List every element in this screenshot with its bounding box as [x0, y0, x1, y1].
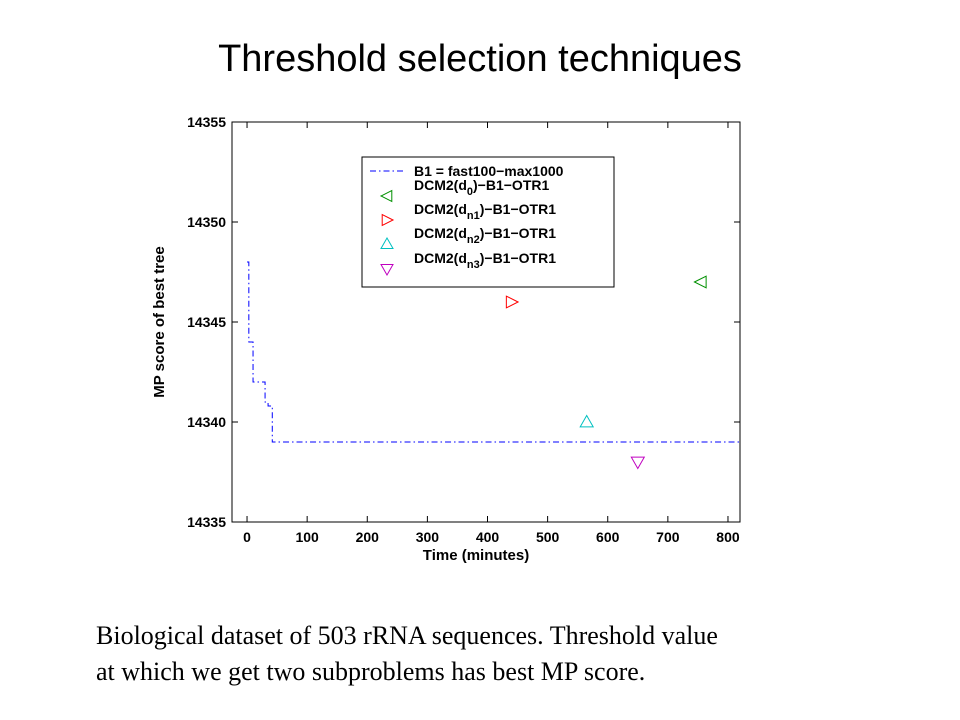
- legend-marker-1: [381, 213, 395, 227]
- y-axis-label: MP score of best tree: [151, 246, 168, 397]
- y-tick-label-14335: 14335: [187, 514, 226, 530]
- legend-marker-0: [379, 189, 393, 203]
- x-tick-label-300: 300: [416, 529, 440, 545]
- y-tick-label-14350: 14350: [187, 214, 226, 230]
- x-tick-label-500: 500: [536, 529, 560, 545]
- y-tick-label-14355: 14355: [187, 114, 226, 130]
- x-tick-label-700: 700: [656, 529, 680, 545]
- slide-caption: Biological dataset of 503 rRNA sequences…: [96, 618, 896, 690]
- y-tick-label-14345: 14345: [187, 314, 226, 330]
- marker-point-1: [505, 295, 520, 309]
- marker-point-0: [693, 275, 707, 289]
- legend-label-1: DCM2(dn1)−B1−OTR1: [414, 201, 556, 222]
- legend-marker-3: [380, 264, 394, 277]
- x-tick-label-600: 600: [596, 529, 620, 545]
- legend-label-2: DCM2(dn2)−B1−OTR1: [414, 225, 556, 246]
- mp-score-chart: 0 100 200 300 400 500 600 700 800 14335 14340 14345…: [151, 114, 741, 564]
- legend-marker-2: [380, 236, 394, 249]
- x-tick-label-0: 0: [243, 529, 251, 545]
- legend-box: [361, 156, 615, 288]
- slide-title: Threshold selection techniques: [218, 38, 742, 80]
- marker-point-3: [630, 456, 646, 470]
- x-tick-label-100: 100: [295, 529, 319, 545]
- caption-line-1: Biological dataset of 503 rRNA sequences…: [96, 621, 718, 650]
- marker-point-2: [579, 414, 595, 428]
- legend-label-series: B1 = fast100−max1000: [414, 163, 564, 179]
- x-tick-label-800: 800: [716, 529, 740, 545]
- legend-label-0: DCM2(d0)−B1−OTR1: [414, 177, 549, 198]
- caption-line-2: at which we get two subproblems has best…: [96, 657, 646, 686]
- y-tick-label-14340: 14340: [187, 414, 226, 430]
- x-axis-label: Time (minutes): [423, 547, 529, 564]
- x-tick-label-400: 400: [476, 529, 500, 545]
- series-line-0: [247, 261, 740, 443]
- legend-label-3: DCM2(dn3)−B1−OTR1: [414, 250, 556, 271]
- x-tick-label-200: 200: [356, 529, 380, 545]
